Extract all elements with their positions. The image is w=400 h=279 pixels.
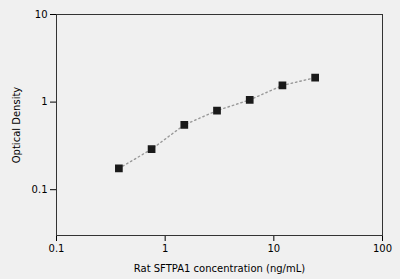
svg-text:1: 1	[162, 243, 168, 254]
svg-text:Rat SFTPA1 concentration (ng/m: Rat SFTPA1 concentration (ng/mL)	[134, 263, 305, 274]
svg-text:Optical Density: Optical Density	[11, 87, 22, 164]
svg-text:10: 10	[35, 9, 48, 20]
svg-text:0.1: 0.1	[32, 184, 48, 195]
svg-text:1: 1	[41, 96, 47, 107]
svg-text:100: 100	[373, 243, 392, 254]
svg-text:10: 10	[267, 243, 280, 254]
svg-text:0.1: 0.1	[49, 243, 65, 254]
